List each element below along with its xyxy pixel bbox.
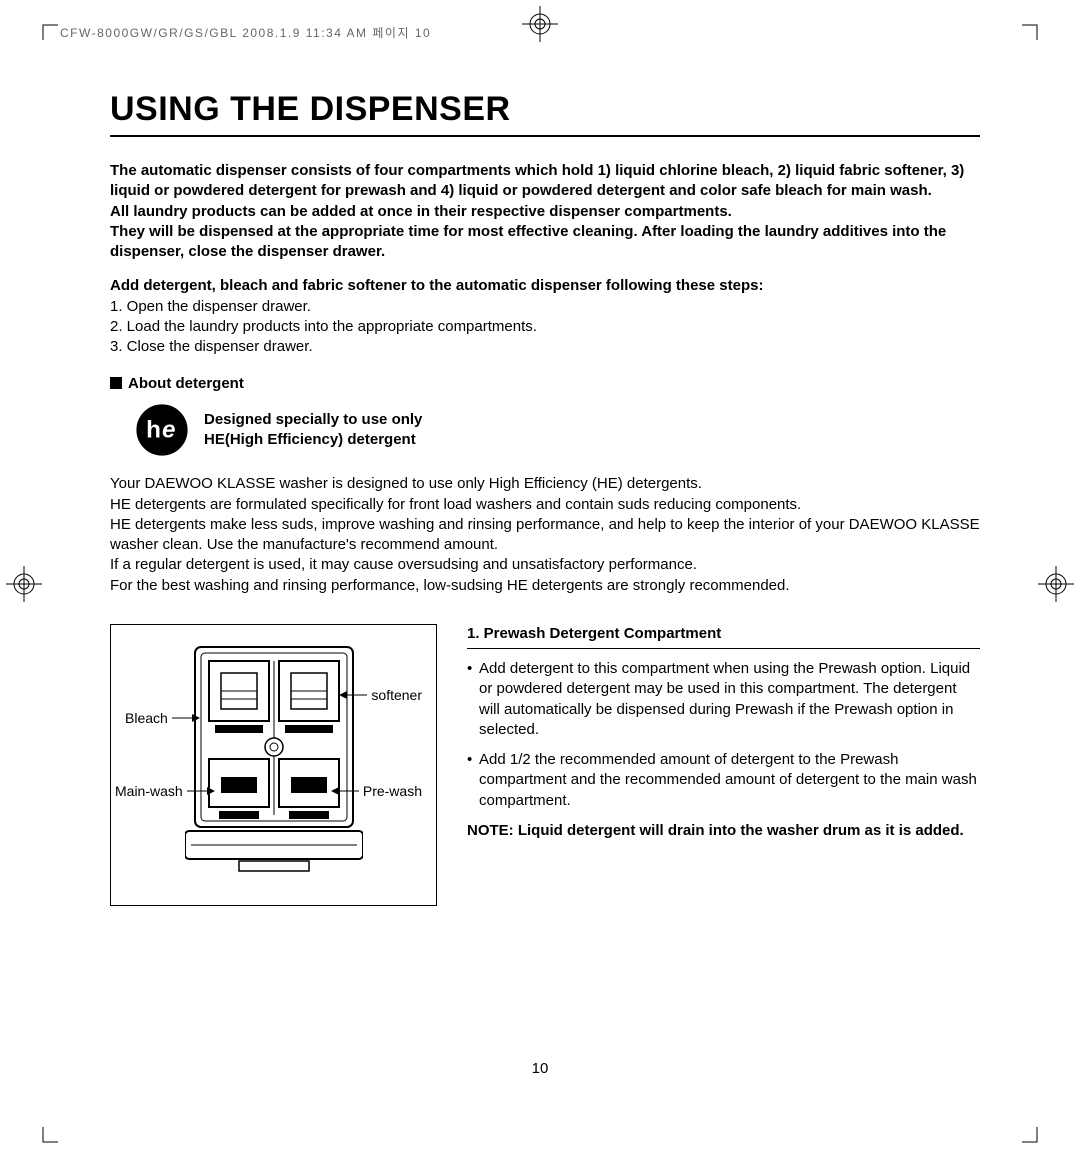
about-paragraph: Your DAEWOO KLASSE washer is designed to…: [110, 474, 980, 596]
dispenser-diagram: Bleach softener Main-wash Pre-wash: [110, 624, 437, 906]
callout-softener: softener: [339, 687, 422, 703]
step-3: 3. Close the dispenser drawer.: [110, 338, 313, 355]
about-p5: For the best washing and rinsing perform…: [110, 577, 790, 594]
he-logo-icon: h e: [134, 402, 190, 458]
label-softener: softener: [371, 687, 422, 703]
crop-mark-tl: [28, 10, 58, 40]
about-p3: HE detergents make less suds, improve wa…: [110, 516, 980, 553]
he-line2: HE(High Efficiency) detergent: [204, 431, 416, 448]
note-text: NOTE: Liquid detergent will drain into t…: [467, 821, 980, 841]
intro-p2: All laundry products can be added at onc…: [110, 203, 732, 220]
bullet-2: • Add 1/2 the recommended amount of dete…: [467, 750, 980, 811]
bullet-dot-icon: •: [467, 750, 479, 811]
steps-lead: Add detergent, bleach and fabric softene…: [110, 277, 763, 294]
bullet-1: • Add detergent to this compartment when…: [467, 659, 980, 740]
bullet-dot-icon: •: [467, 659, 479, 740]
page-content: USING THE DISPENSER The automatic dispen…: [110, 90, 980, 906]
he-logo-row: h e Designed specially to use only HE(Hi…: [134, 402, 980, 458]
step-2: 2. Load the laundry products into the ap…: [110, 318, 537, 335]
about-p1: Your DAEWOO KLASSE washer is designed to…: [110, 475, 702, 492]
bullet-1-text: Add detergent to this compartment when u…: [479, 659, 980, 740]
arrow-right-icon: [187, 786, 215, 796]
registration-mark-top: [522, 6, 558, 42]
document-header: CFW-8000GW/GR/GS/GBL 2008.1.9 11:34 AM 페…: [60, 24, 431, 41]
dispenser-illustration: [185, 643, 363, 875]
intro-p1: The automatic dispenser consists of four…: [110, 162, 964, 199]
svg-text:h: h: [146, 417, 161, 444]
page-title: USING THE DISPENSER: [110, 90, 980, 129]
compartment-section: 1. Prewash Detergent Compartment • Add d…: [467, 624, 980, 906]
arrow-right-icon: [172, 713, 200, 723]
label-bleach: Bleach: [125, 710, 168, 726]
crop-mark-br: [1022, 1127, 1052, 1157]
step-1: 1. Open the dispenser drawer.: [110, 298, 311, 315]
callout-mainwash: Main-wash: [115, 783, 215, 799]
crop-mark-bl: [28, 1127, 58, 1157]
arrow-left-icon: [339, 690, 367, 700]
page-number: 10: [532, 1060, 549, 1077]
title-rule: [110, 135, 980, 137]
registration-mark-left: [6, 566, 42, 602]
about-heading-text: About detergent: [128, 375, 244, 392]
bullet-2-text: Add 1/2 the recommended amount of deterg…: [479, 750, 980, 811]
he-text: Designed specially to use only HE(High E…: [204, 410, 422, 451]
about-p4: If a regular detergent is used, it may c…: [110, 556, 697, 573]
label-prewash: Pre-wash: [363, 783, 422, 799]
registration-mark-right: [1038, 566, 1074, 602]
he-line1: Designed specially to use only: [204, 411, 422, 428]
callout-bleach: Bleach: [125, 710, 200, 726]
about-p2: HE detergents are formulated specificall…: [110, 496, 801, 513]
arrow-left-icon: [331, 786, 359, 796]
svg-text:e: e: [162, 417, 176, 444]
note-content: NOTE: Liquid detergent will drain into t…: [467, 821, 964, 841]
steps-block: Add detergent, bleach and fabric softene…: [110, 276, 980, 357]
crop-mark-tr: [1022, 10, 1052, 40]
compartment-title: 1. Prewash Detergent Compartment: [467, 624, 980, 649]
callout-prewash: Pre-wash: [331, 783, 422, 799]
intro-paragraph: The automatic dispenser consists of four…: [110, 161, 980, 262]
intro-p3: They will be dispensed at the appropriat…: [110, 223, 946, 260]
about-heading: About detergent: [110, 375, 980, 392]
label-mainwash: Main-wash: [115, 783, 183, 799]
lower-section: Bleach softener Main-wash Pre-wash 1. Pr…: [110, 624, 980, 906]
square-bullet-icon: [110, 377, 122, 389]
